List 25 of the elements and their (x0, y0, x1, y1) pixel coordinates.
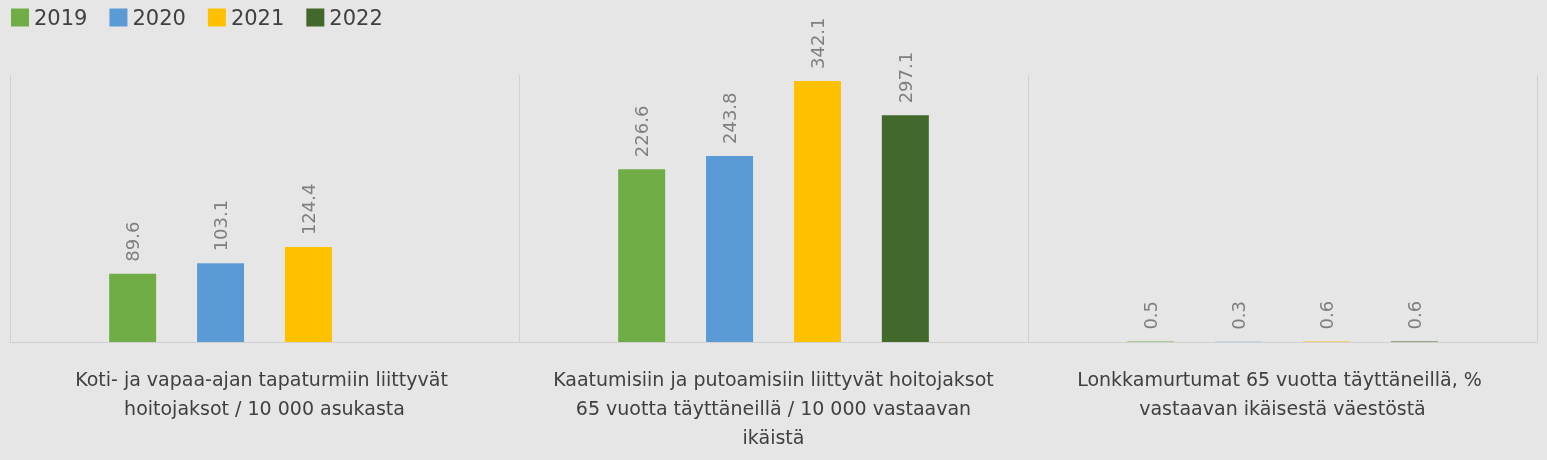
data-label: 103.1 (210, 199, 232, 252)
bar (881, 115, 929, 342)
x-tick-label: Koti- ja vapaa-ajan tapaturmiin liittyvät hoitojaksot / 10 000 asukasta (75, 367, 454, 419)
data-label: 0.5 (1140, 300, 1162, 330)
bar (793, 81, 841, 342)
bar (618, 169, 666, 342)
bar (109, 273, 157, 342)
data-label: 0.6 (1315, 300, 1337, 330)
data-label: 124.4 (297, 183, 319, 236)
x-tick-label: Lonkkamurtumat 65 vuotta täyttäneillä, % vastaavan ikäisestä väestöstä (1077, 367, 1488, 419)
legend-label: 2021 (230, 5, 285, 30)
data-label: 0.6 (1403, 300, 1425, 330)
x-tick-label: Kaatumisiin ja putoamisiin liittyvät hoitojaksot 65 vuotta täyttäneillä / 10 000 vastaavan ikäistä (553, 367, 994, 448)
bar (197, 263, 245, 342)
bar (706, 156, 754, 342)
data-label: 342.1 (806, 17, 828, 70)
data-label: 0.3 (1228, 301, 1250, 330)
legend-label: 2022 (329, 5, 383, 30)
data-label: 297.1 (894, 51, 916, 104)
bar (284, 247, 332, 342)
data-label: 243.8 (719, 92, 741, 145)
legend-label: 2019 (34, 5, 88, 30)
data-label: 226.6 (631, 105, 653, 158)
data-label: 89.6 (122, 221, 144, 262)
legend-label: 2020 (132, 5, 186, 30)
